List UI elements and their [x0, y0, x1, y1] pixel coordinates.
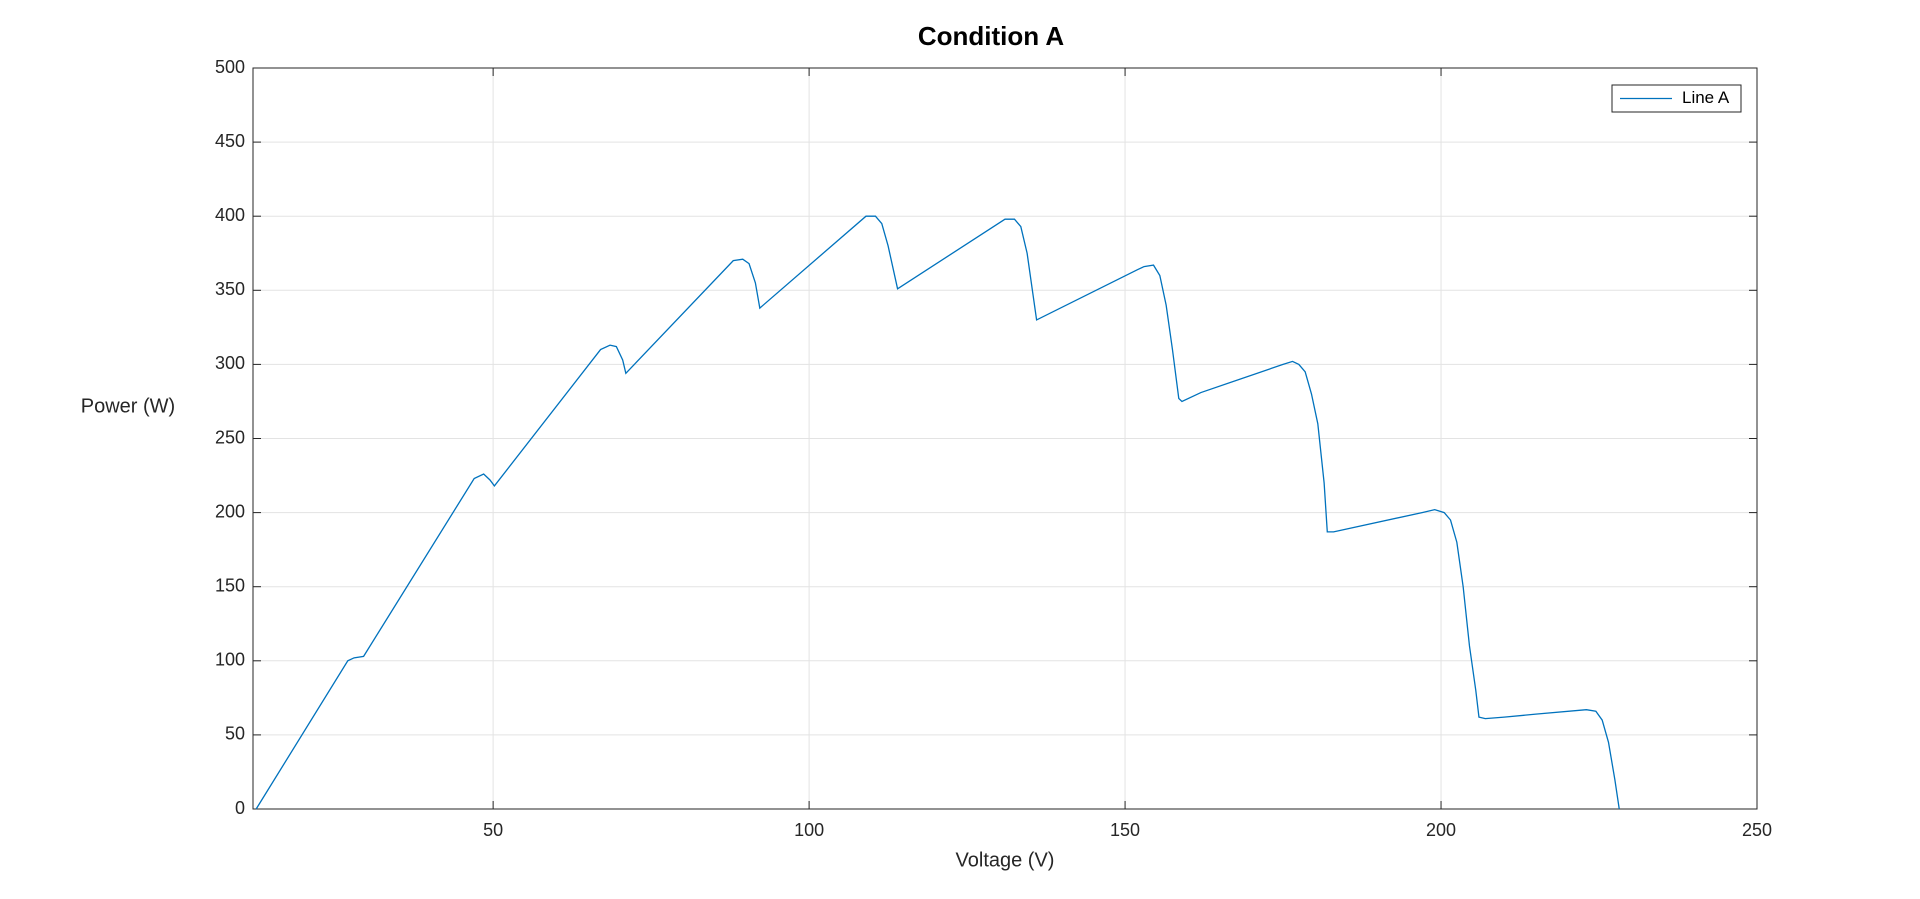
x-tick-label: 150: [1110, 820, 1140, 840]
y-tick-label: 0: [235, 798, 245, 818]
x-tick-label: 200: [1426, 820, 1456, 840]
y-tick-label: 450: [215, 131, 245, 151]
y-tick-label: 400: [215, 205, 245, 225]
x-tick-label: 100: [794, 820, 824, 840]
y-tick-label: 200: [215, 501, 245, 521]
chart-title: Condition A: [918, 21, 1065, 51]
y-tick-label: 150: [215, 575, 245, 595]
y-tick-label: 100: [215, 650, 245, 670]
legend-label: Line A: [1682, 88, 1730, 107]
data-line: [255, 215, 1620, 810]
y-tick-label: 350: [215, 279, 245, 299]
y-tick-label: 50: [225, 724, 245, 744]
y-tick-label: 300: [215, 353, 245, 373]
x-tick-label: 250: [1742, 820, 1772, 840]
y-tick-label: 500: [215, 57, 245, 77]
x-axis-title: Voltage (V): [956, 849, 1055, 871]
plot-frame: [252, 67, 1758, 810]
y-axis-title: Power (W): [81, 395, 175, 417]
y-tick-label: 250: [215, 427, 245, 447]
x-tick-label: 50: [483, 820, 503, 840]
